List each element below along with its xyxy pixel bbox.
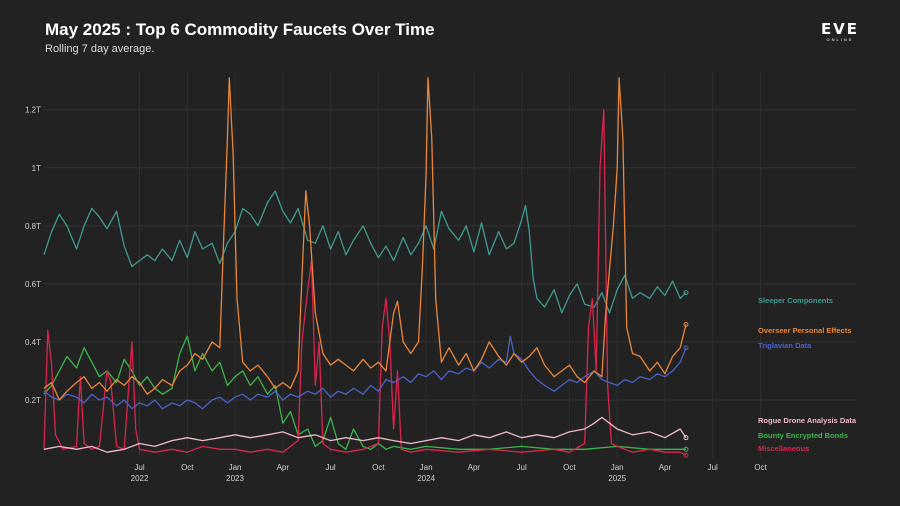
x-tick-label: Jul bbox=[325, 463, 335, 472]
series-lines bbox=[43, 77, 687, 456]
x-year-label: 2024 bbox=[417, 474, 435, 483]
series-label: Miscellaneous bbox=[758, 444, 809, 453]
grid-lines bbox=[44, 72, 856, 458]
eve-online-logo: EVE ONLINE bbox=[812, 22, 868, 43]
x-tick-label: Apr bbox=[277, 463, 290, 472]
y-tick-label: 1T bbox=[32, 164, 41, 173]
series-label: Overseer Personal Effects bbox=[758, 326, 851, 335]
logo-sub-text: ONLINE bbox=[826, 37, 854, 42]
chart-title: May 2025 : Top 6 Commodity Faucets Over … bbox=[45, 20, 435, 39]
series-label: Rogue Drone Analysis Data bbox=[758, 416, 857, 425]
series-line-bounty-encrypted-bonds bbox=[43, 335, 686, 450]
series-end-marker bbox=[683, 446, 689, 452]
series-end-marker bbox=[683, 321, 689, 327]
x-tick-label: Jan bbox=[611, 463, 624, 472]
series-end-marker bbox=[683, 290, 689, 296]
logo-main-text: EVE bbox=[820, 20, 860, 38]
series-label: Sleeper Components bbox=[758, 296, 833, 305]
y-tick-label: 1.2T bbox=[25, 106, 41, 115]
x-tick-label: Oct bbox=[372, 463, 385, 472]
y-axis: 0.2T 0.4T 0.6T 0.8T 1T 1.2T bbox=[25, 106, 41, 405]
x-tick-label: Jan bbox=[420, 463, 433, 472]
y-tick-label: 0.4T bbox=[25, 338, 41, 347]
x-tick-label: Jul bbox=[708, 463, 718, 472]
series-end-marker bbox=[683, 435, 689, 441]
series-label: Triglavian Data bbox=[758, 341, 812, 350]
series-line-triglavian-data bbox=[43, 335, 687, 410]
x-tick-label: Apr bbox=[468, 463, 481, 472]
x-tick-label: Jul bbox=[517, 463, 527, 472]
x-tick-label: Oct bbox=[181, 463, 194, 472]
x-tick-label: Jan bbox=[229, 463, 242, 472]
series-label: Bounty Encrypted Bonds bbox=[758, 431, 848, 440]
series-end-marker bbox=[683, 345, 689, 351]
series-labels: Sleeper Components Overseer Personal Effe… bbox=[683, 290, 857, 458]
y-tick-label: 0.2T bbox=[25, 396, 41, 405]
x-year-label: 2023 bbox=[226, 474, 244, 483]
series-line-rogue-drone-analysis-data bbox=[43, 416, 687, 453]
series-line-sleeper-components bbox=[43, 190, 687, 314]
series-end-marker bbox=[683, 452, 689, 458]
x-tick-label: Oct bbox=[563, 463, 576, 472]
series-line-overseer-personal-effects bbox=[43, 77, 687, 401]
series-line-miscellaneous bbox=[43, 109, 687, 456]
x-axis: Jul 2022 Oct Jan 2023 Apr Jul Oct Jan 2024 Apr Jul O… bbox=[131, 463, 768, 483]
x-year-label: 2022 bbox=[131, 474, 149, 483]
chart-subtitle: Rolling 7 day average. bbox=[45, 43, 155, 55]
x-tick-label: Oct bbox=[754, 463, 767, 472]
x-tick-label: Apr bbox=[659, 463, 672, 472]
y-tick-label: 0.6T bbox=[25, 280, 41, 289]
x-year-label: 2025 bbox=[608, 474, 626, 483]
y-tick-label: 0.8T bbox=[25, 222, 41, 231]
x-tick-label: Jul bbox=[134, 463, 144, 472]
